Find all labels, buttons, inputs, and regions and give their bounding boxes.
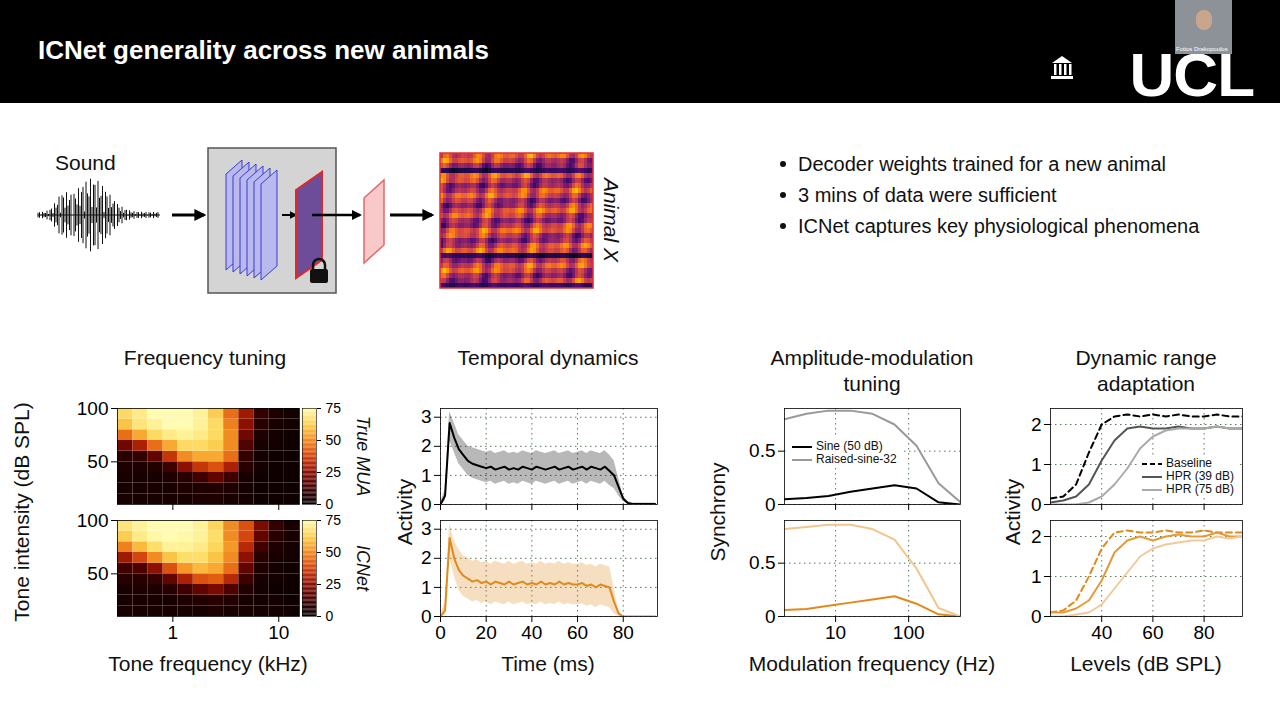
svg-text:100: 100 <box>77 398 109 419</box>
svg-text:20: 20 <box>476 622 497 643</box>
html-text:Amplitude-modulation tuning: Amplitude-modulation tuning <box>770 346 974 395</box>
html-text:True MUA: True MUA <box>352 415 373 497</box>
html-text:Activity: Activity <box>1001 478 1024 546</box>
svg-text:0: 0 <box>326 608 334 624</box>
svg-text:3: 3 <box>421 406 432 427</box>
html-text:Baseline: Baseline <box>1166 456 1212 470</box>
html-text:Modulation frequency (Hz): Modulation frequency (Hz) <box>748 652 996 675</box>
html-text:Fotios Drakopoulos: Fotios Drakopoulos <box>1176 46 1228 52</box>
html-text:ICNet generality across new an: ICNet generality across new animals <box>38 35 489 65</box>
svg-text:0: 0 <box>421 606 432 627</box>
svg-text:1: 1 <box>421 464 432 485</box>
svg-text:75: 75 <box>326 512 342 528</box>
html-text:Frequency tuning: Frequency tuning <box>123 346 287 369</box>
html-text:Raised-sine-32: Raised-sine-32 <box>816 452 897 466</box>
html-text:ICNet captures key physiologic: ICNet captures key physiological phenome… <box>798 215 1200 237</box>
svg-text:60: 60 <box>567 622 588 643</box>
svg-text:100: 100 <box>77 510 109 531</box>
svg-text:0: 0 <box>1031 494 1042 515</box>
html-text:Temporal dynamics: Temporal dynamics <box>457 346 639 369</box>
svg-text:50: 50 <box>87 451 108 472</box>
svg-text:3: 3 <box>421 518 432 539</box>
svg-text:1: 1 <box>1031 454 1042 475</box>
svg-text:80: 80 <box>1194 622 1215 643</box>
svg-text:1: 1 <box>421 576 432 597</box>
svg-text:60: 60 <box>1142 622 1163 643</box>
svg-text:1: 1 <box>1031 566 1042 587</box>
svg-text:0.5: 0.5 <box>749 440 775 461</box>
svg-text:0: 0 <box>1031 606 1042 627</box>
svg-text:80: 80 <box>613 622 634 643</box>
html-text:HPR (75 dB): HPR (75 dB) <box>1166 482 1234 496</box>
svg-text:50: 50 <box>87 563 108 584</box>
svg-text:0.5: 0.5 <box>749 552 775 573</box>
svg-text:1: 1 <box>168 622 179 643</box>
svg-text:0: 0 <box>765 606 776 627</box>
svg-text:50: 50 <box>326 544 342 560</box>
svg-text:2: 2 <box>421 547 432 568</box>
html-text:Synchrony: Synchrony <box>706 462 729 562</box>
html-text:Decoder weights trained for a: Decoder weights trained for a new animal <box>798 153 1166 175</box>
svg-text:Animal X: Animal X <box>600 176 623 263</box>
svg-text:Sound: Sound <box>55 151 116 174</box>
svg-text:40: 40 <box>521 622 542 643</box>
html-text:Tone frequency (kHz): Tone frequency (kHz) <box>108 652 308 675</box>
svg-text:75: 75 <box>326 400 342 416</box>
svg-text:2: 2 <box>1031 414 1042 435</box>
svg-text:0: 0 <box>435 622 446 643</box>
svg-text:10: 10 <box>825 622 846 643</box>
svg-text:40: 40 <box>1091 622 1112 643</box>
html-text:ICNet: ICNet <box>352 545 373 591</box>
svg-text:0: 0 <box>765 494 776 515</box>
html-text:Time (ms): Time (ms) <box>501 652 595 675</box>
html-text:UCL: UCL <box>1129 40 1254 109</box>
html-text:Levels (dB SPL): Levels (dB SPL) <box>1070 652 1222 675</box>
svg-text:25: 25 <box>326 576 342 592</box>
svg-text:100: 100 <box>893 622 925 643</box>
svg-text:0: 0 <box>326 496 334 512</box>
html-text:Tone intensity (dB SPL): Tone intensity (dB SPL) <box>10 402 33 622</box>
svg-text:0: 0 <box>421 494 432 515</box>
svg-text:2: 2 <box>1031 526 1042 547</box>
svg-text:50: 50 <box>326 432 342 448</box>
svg-text:25: 25 <box>326 464 342 480</box>
html-text:3 mins of data were sufficient: 3 mins of data were sufficient <box>798 184 1057 206</box>
svg-text:2: 2 <box>421 435 432 456</box>
svg-text:10: 10 <box>268 622 289 643</box>
html-text:Dynamic range adaptation: Dynamic range adaptation <box>1075 346 1217 395</box>
html-text:Activity: Activity <box>393 478 416 546</box>
html-text:Sine (50 dB): Sine (50 dB) <box>816 439 883 453</box>
html-text:HPR (39 dB): HPR (39 dB) <box>1166 469 1234 483</box>
